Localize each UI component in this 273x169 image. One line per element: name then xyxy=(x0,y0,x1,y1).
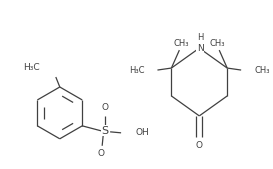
Text: OH: OH xyxy=(135,128,149,137)
Text: O: O xyxy=(196,141,203,150)
Text: CH₃: CH₃ xyxy=(174,39,189,48)
Text: H₃C: H₃C xyxy=(23,63,40,71)
Text: N: N xyxy=(197,44,204,53)
Text: S: S xyxy=(102,126,109,136)
Text: O: O xyxy=(98,149,105,158)
Text: H₃C: H₃C xyxy=(129,66,144,75)
Text: O: O xyxy=(102,103,109,112)
Text: CH₃: CH₃ xyxy=(209,39,225,48)
Text: H: H xyxy=(197,33,203,42)
Text: CH₃: CH₃ xyxy=(254,66,270,75)
